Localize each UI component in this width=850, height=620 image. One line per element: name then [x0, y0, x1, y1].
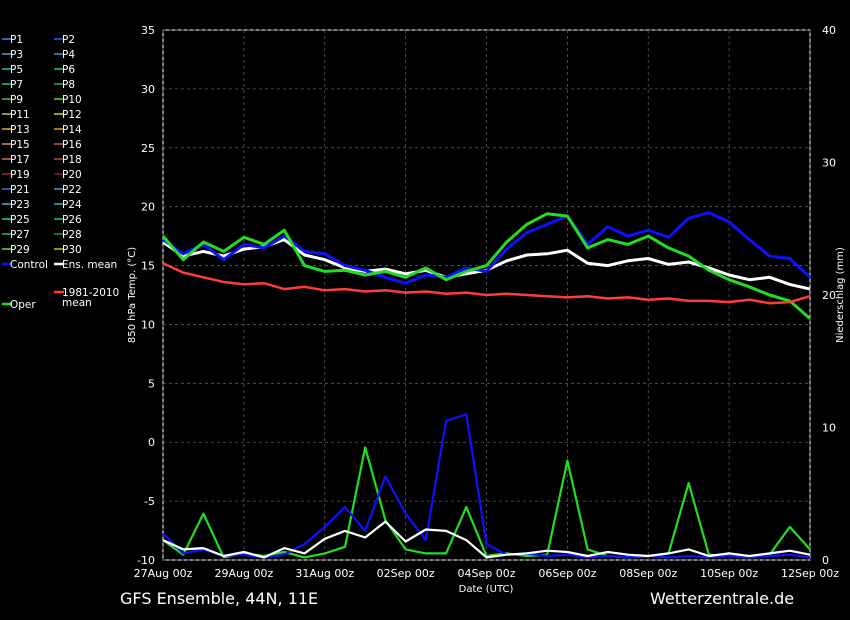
y-tick-label: 0 [148, 436, 155, 449]
legend-label: P30 [62, 244, 82, 256]
legend-label: P23 [10, 199, 30, 211]
legend-label: P2 [62, 34, 75, 46]
y2-tick-label: 30 [822, 157, 836, 170]
y-tick-label: 35 [141, 24, 155, 37]
legend-label: P29 [10, 244, 30, 256]
legend-label: P21 [10, 184, 30, 196]
y-tick-label: 15 [141, 260, 155, 273]
footer-source: Wetterzentrale.de [650, 589, 794, 608]
legend-label: P9 [10, 94, 23, 106]
legend-label: P4 [62, 49, 75, 61]
legend-label: P25 [10, 214, 30, 226]
legend-label: P22 [62, 184, 82, 196]
legend-label: P16 [62, 139, 82, 151]
legend-label: P20 [62, 169, 82, 181]
y-tick-label: 10 [141, 318, 155, 331]
series-line-ens-mean-precip [162, 520, 811, 559]
x-tick-label: 31Aug 00z [295, 567, 354, 580]
y2-tick-label: 40 [822, 24, 836, 37]
series-line-control-precip [162, 413, 811, 559]
y-tick-label: -10 [137, 554, 155, 567]
legend: P1 P2 P3 P4 P5 P6 P7 P8 P9 P10 P11 P12 P13 P14 P15 P16 P… [2, 34, 119, 311]
legend-label: P13 [10, 124, 30, 136]
y-tick-label: 30 [141, 83, 155, 96]
legend-label: P19 [10, 169, 30, 181]
legend-label: Oper [10, 299, 36, 311]
legend-label: mean [62, 297, 92, 309]
series-line-oper [161, 212, 811, 320]
y-tick-label: 20 [141, 201, 155, 214]
x-tick-label: 12Sep 00z [781, 567, 839, 580]
series-line-1981-2010-mean [162, 262, 811, 305]
x-axis-label: Date (UTC) [459, 584, 514, 595]
x-tick-label: 27Aug 00z [134, 567, 193, 580]
legend-label: P11 [10, 109, 30, 121]
legend-label: P14 [62, 124, 82, 136]
y-axis-label: 850 hPa Temp. (°C) [127, 247, 138, 343]
legend-label: P12 [62, 109, 82, 121]
legend-label: Ens. mean [62, 259, 117, 271]
y-tick-label: -5 [144, 495, 155, 508]
legend-label: P15 [10, 139, 30, 151]
x-axis-ticks: 27Aug 00z 29Aug 00z 31Aug 00z 02Sep 00z 04Se… [134, 567, 840, 580]
legend-label: P17 [10, 154, 30, 166]
y2-axis-ticks: 0 10 20 30 40 [822, 24, 836, 567]
y2-tick-label: 0 [822, 554, 829, 567]
footer-model-info: GFS Ensemble, 44N, 11E [120, 589, 318, 608]
y-axis-ticks: -10 -5 0 5 10 15 20 25 30 35 [137, 24, 155, 567]
x-tick-label: 29Aug 00z [215, 567, 274, 580]
legend-label: Control [10, 259, 48, 271]
legend-label: P3 [10, 49, 23, 61]
legend-label: 1981-2010 [62, 287, 119, 299]
legend-label: P24 [62, 199, 82, 211]
x-tick-label: 08Sep 00z [619, 567, 677, 580]
chart-title: Florence (IT) 850 hPa Temp. & Niederschl… [156, 3, 714, 22]
y2-axis-label: Niederschlag (mm) [835, 247, 846, 343]
legend-label: P8 [62, 79, 75, 91]
x-tick-label: 06Sep 00z [538, 567, 596, 580]
y-tick-label: 25 [141, 142, 155, 155]
legend-label: P26 [62, 214, 82, 226]
x-tick-label: 10Sep 00z [700, 567, 758, 580]
legend-label: P28 [62, 229, 82, 241]
legend-label: P6 [62, 64, 75, 76]
y2-tick-label: 10 [822, 422, 836, 435]
legend-label: P7 [10, 79, 23, 91]
legend-label: P5 [10, 64, 23, 76]
series-layer [161, 211, 812, 559]
x-tick-label: 04Sep 00z [458, 567, 516, 580]
y2-tick-label: 20 [822, 289, 836, 302]
legend-label: P1 [10, 34, 23, 46]
legend-label: P18 [62, 154, 82, 166]
legend-label: P10 [62, 94, 82, 106]
legend-label: P27 [10, 229, 30, 241]
y-tick-label: 5 [148, 377, 155, 390]
x-tick-label: 02Sep 00z [377, 567, 435, 580]
series-line-control [162, 211, 812, 285]
